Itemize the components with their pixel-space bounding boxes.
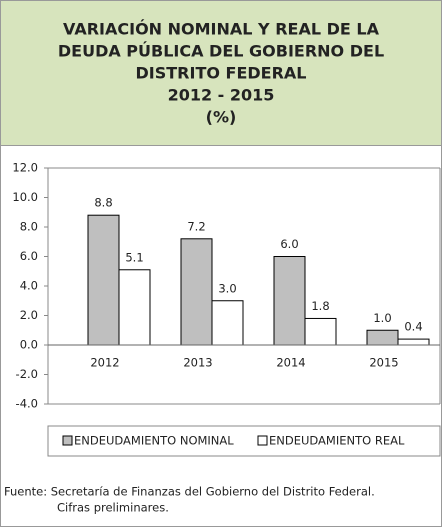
y-tick-label: 4.0 — [20, 279, 38, 293]
y-tick-label: 6.0 — [20, 249, 38, 263]
chart-title: (%) — [206, 108, 237, 127]
data-label: 5.1 — [125, 250, 143, 264]
data-label: 3.0 — [218, 281, 236, 295]
chart-title: 2012 - 2015 — [168, 86, 275, 105]
data-label: 8.8 — [94, 196, 112, 210]
legend-label: ENDEUDAMIENTO REAL — [269, 434, 405, 448]
legend-box — [47, 425, 441, 457]
chart-title: VARIACIÓN NOMINAL Y REAL DE LA — [63, 20, 380, 39]
data-label: 7.2 — [187, 219, 205, 233]
bar — [273, 256, 306, 346]
x-tick-label: 2013 — [183, 356, 212, 370]
y-tick-label: 12.0 — [12, 161, 38, 175]
note: Cifras preliminares. — [57, 501, 169, 515]
bar — [211, 300, 244, 346]
x-tick-label: 2014 — [276, 356, 305, 370]
title-box — [0, 0, 442, 146]
y-tick-label: 8.0 — [20, 220, 38, 234]
x-tick-label: 2015 — [369, 356, 398, 370]
y-tick-label: -2.0 — [16, 367, 38, 381]
bar — [180, 238, 213, 346]
data-label: 1.8 — [311, 299, 329, 313]
y-tick-label: 2.0 — [20, 308, 38, 322]
data-label: 0.4 — [404, 320, 422, 334]
chart-title: DISTRITO FEDERAL — [136, 64, 307, 83]
legend-swatch — [257, 435, 268, 446]
bar — [118, 269, 151, 346]
chart-title: DEUDA PÚBLICA DEL GOBIERNO DEL — [58, 42, 384, 61]
bar — [397, 338, 430, 346]
y-tick-label: 0.0 — [20, 338, 38, 352]
data-label: 6.0 — [280, 237, 298, 251]
bar — [304, 317, 337, 346]
x-tick-label: 2012 — [90, 356, 119, 370]
y-tick-label: -4.0 — [16, 397, 38, 411]
legend-label: ENDEUDAMIENTO NOMINAL — [74, 434, 234, 448]
note: Fuente: Secretaría de Finanzas del Gobie… — [4, 485, 375, 499]
bar — [366, 329, 399, 346]
legend-swatch — [62, 435, 73, 446]
y-tick-label: 10.0 — [12, 190, 38, 204]
bar — [87, 214, 120, 346]
data-label: 1.0 — [373, 311, 391, 325]
